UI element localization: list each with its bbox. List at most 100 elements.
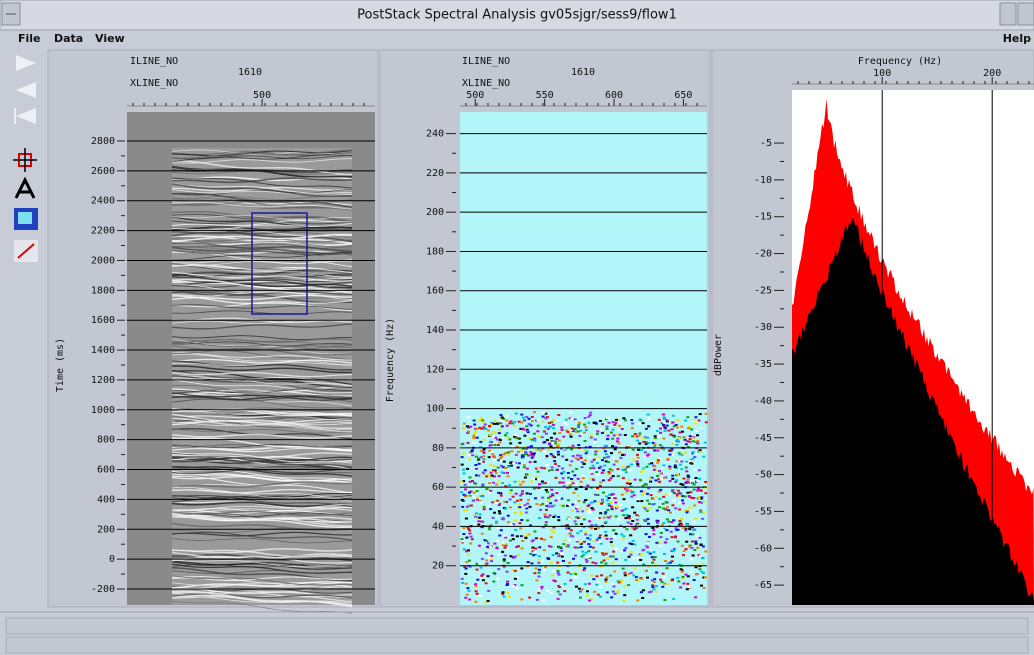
scatter-dot [629, 534, 633, 537]
scatter-dot [464, 572, 468, 575]
scatter-dot [512, 462, 516, 465]
scatter-dot [644, 427, 648, 430]
scatter-dot [536, 537, 540, 540]
scatter-dot [497, 553, 501, 556]
scatter-dot [474, 585, 478, 588]
scatter-dot [636, 515, 640, 518]
scatter-dot [622, 417, 626, 420]
scatter-dot [616, 418, 620, 421]
seismic-trace [171, 310, 353, 315]
scatter-dot [482, 460, 485, 463]
scatter-dot [659, 431, 663, 434]
scatter-dot [488, 425, 492, 428]
scatter-dot [658, 444, 662, 447]
scatter-dot [478, 562, 481, 565]
menu-data[interactable]: Data [54, 32, 83, 45]
scatter-dot [549, 545, 553, 548]
scatter-dot [638, 442, 642, 445]
scatter-dot [579, 542, 583, 545]
scatter-dot [547, 448, 551, 451]
maximize-button[interactable] [1017, 2, 1034, 26]
scatter-dot [489, 489, 493, 492]
scatter-dot [691, 533, 695, 536]
scatter-dot [631, 435, 635, 438]
scatter-dot [536, 470, 540, 473]
scatter-dot [598, 419, 602, 422]
scatter-dot [656, 449, 660, 452]
scatter-dot [560, 552, 564, 555]
selection-box[interactable] [251, 212, 308, 315]
scatter-dot [659, 578, 663, 581]
seismic-trace [171, 527, 353, 533]
scatter-dot [678, 519, 682, 522]
scatter-dot [564, 524, 568, 527]
scatter-dot [647, 591, 651, 594]
scatter-dot [471, 454, 475, 457]
scatter-dot [525, 430, 529, 432]
scatter-dot [561, 481, 565, 484]
scatter-dot [571, 482, 575, 485]
tool-prev-icon[interactable] [16, 82, 36, 98]
scatter-dot [499, 420, 503, 423]
y-tick-label: 1600 [91, 315, 115, 326]
scatter-dot [656, 461, 660, 464]
scatter-dot [532, 554, 536, 557]
scatter-dot [573, 474, 577, 477]
scatter-dot [702, 576, 706, 579]
scatter-dot [672, 549, 676, 552]
scatter-dot [694, 542, 698, 545]
scatter-dot [662, 464, 666, 467]
scatter-dot [632, 458, 636, 461]
tool-annotate[interactable] [14, 176, 36, 199]
scatter-dot [554, 499, 558, 502]
minimize-button[interactable] [999, 2, 1017, 26]
scatter-dot [532, 432, 536, 435]
scatter-dot [622, 535, 626, 538]
menu-help[interactable]: Help [1003, 32, 1031, 45]
scatter-dot [523, 476, 527, 479]
scatter-dot [624, 471, 628, 474]
scatter-dot [667, 429, 671, 432]
scatter-dot [562, 470, 566, 473]
scatter-dot [550, 505, 554, 508]
scatter-dot [614, 418, 618, 421]
scatter-dot [528, 596, 532, 599]
scatter-dot [493, 444, 497, 446]
scatter-dot [477, 523, 481, 526]
scatter-dot [588, 414, 592, 417]
scatter-dot [460, 491, 464, 494]
seismic-trace [171, 216, 353, 229]
scatter-dot [606, 434, 610, 437]
scatter-dot [663, 429, 667, 432]
scatter-dot [546, 499, 550, 502]
seismic-trace [171, 395, 353, 409]
scatter-dot [600, 432, 604, 434]
scatter-dot [576, 477, 580, 480]
scatter-dot [682, 527, 686, 529]
tool-first-icon[interactable] [16, 108, 36, 124]
scatter-dot [541, 496, 545, 499]
y-tick-label: -60 [754, 543, 772, 554]
scatter-dot [693, 468, 697, 471]
scatter-dot [627, 465, 631, 468]
scatter-dot [657, 478, 661, 481]
menu-view[interactable]: View [95, 32, 125, 45]
scatter-dot [571, 455, 575, 458]
scatter-dot [692, 483, 696, 486]
scatter-dot [527, 423, 531, 426]
scatter-dot [571, 503, 575, 506]
scatter-dot [602, 456, 606, 459]
scatter-dot [699, 497, 703, 500]
scatter-dot [661, 572, 665, 575]
scatter-dot [541, 420, 545, 423]
scatter-dot [550, 528, 554, 531]
scatter-dot [638, 432, 642, 435]
scatter-dot [481, 573, 485, 576]
scatter-dot [501, 482, 505, 484]
scatter-dot [662, 421, 666, 424]
scatter-dot [592, 539, 596, 542]
scatter-dot [664, 493, 668, 496]
menu-file[interactable]: File [18, 32, 41, 45]
scatter-dot [598, 484, 602, 487]
scatter-dot [623, 594, 627, 597]
